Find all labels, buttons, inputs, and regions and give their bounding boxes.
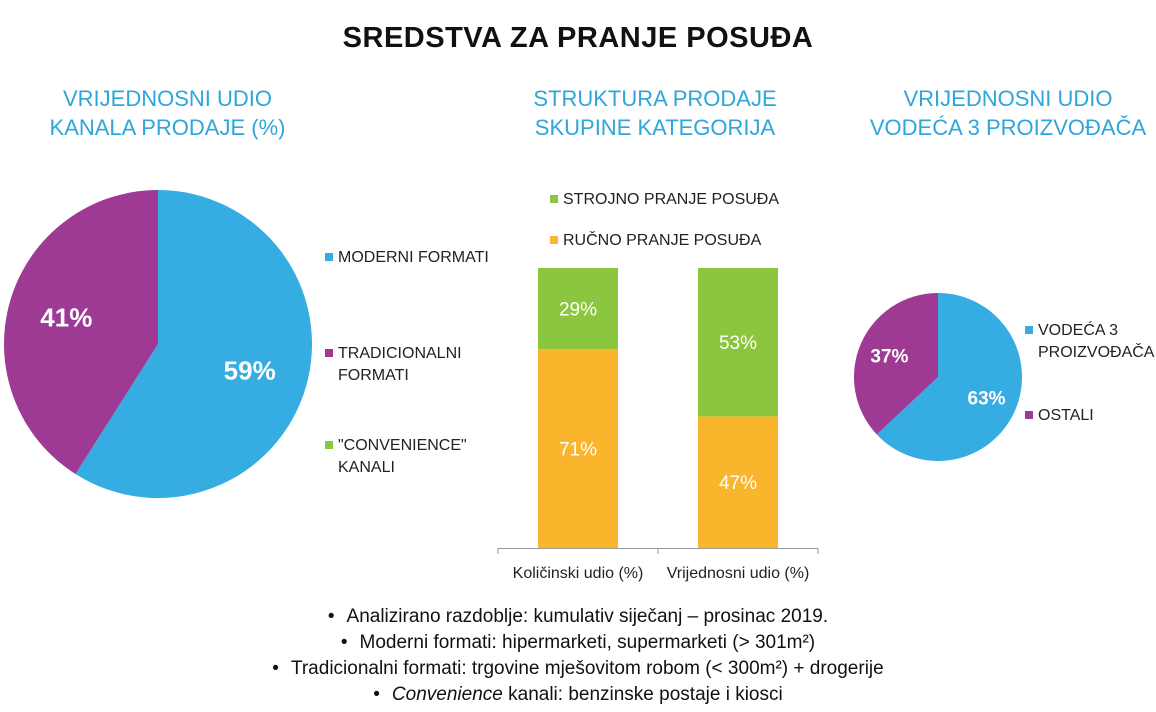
pie-channel-legend-label: "CONVENIENCE" [338,437,467,454]
pie-channel-slice [4,189,158,475]
bar-legend-label: STROJNO PRANJE POSUĐA [563,191,779,208]
chart-title-line: VRIJEDNOSNI UDIO [903,86,1113,111]
chart-title-top3-share: VRIJEDNOSNI UDIO VODEĆA 3 PROIZVOĐAČA [860,84,1156,142]
footnote-text: kanali: benzinske postaje i kiosci [502,684,783,705]
chart-title-line: VRIJEDNOSNI UDIO [62,86,273,111]
category-label: Vrijednosni udio (%) [667,565,810,582]
bar-segment-label: 53% [719,333,757,354]
footnote-text: Analizirano razdoblje: kumulativ siječan… [346,606,829,627]
chart-title-line: SKUPINE KATEGORIJA [534,115,776,140]
bar-legend-swatch [550,195,558,203]
pie-producers-slice [876,293,1023,462]
chart-title-line: VODEĆA 3 PROIZVOĐAČA [869,115,1147,140]
bar-segment [698,416,778,548]
footnote-text: Tradicionalni formati: trgovine mješovit… [290,658,884,679]
chart-title-line: KANALA PRODAJE (%) [49,115,286,140]
charts-canvas: 59% 41% MODERNI FORMATI TRADICIONALNI FORMAT… [4,189,1155,582]
pie-channel-slice-label: 41% [40,302,92,332]
bar-segment [698,268,778,417]
pie-producers-legend-swatch [1025,326,1033,334]
pie-channel-legend-label: FORMATI [338,367,409,384]
pie-producers-slice [854,293,938,435]
pie-producers-legend-label: VODEĆA 3 [1038,320,1118,339]
pie-producers-legend-swatch [1025,411,1033,419]
bullet-icon: • [373,684,380,705]
footnotes: • Analizirano razdoblje: kumulativ siječa… [0,604,1156,708]
bullet-icon: • [272,658,279,679]
pie-channel-slice [75,190,313,498]
bar-segment-label: 47% [719,473,757,494]
bar-segment [538,268,618,350]
footnote-item: • Convenience kanali: benzinske postaje i… [0,682,1156,708]
chart-title-channel-share: VRIJEDNOSNI UDIO KANALA PRODAJE (%) [0,84,335,142]
bullet-icon: • [340,632,348,653]
pie-channel-legend-swatch [325,441,333,449]
chart-title-sales-structure: STRUKTURA PRODAJE SKUPINE KATEGORIJA [490,84,820,142]
footnote-item: • Moderni formati: hipermarketi, supermar… [0,630,1156,656]
page-title: SREDSTVA ZA PRANJE POSUĐA [342,22,814,54]
pie-channel-legend-label: KANALI [338,459,395,476]
footnote-item: • Tradicionalni formati: trgovine mješovi… [0,656,1156,682]
bullet-icon: • [327,606,335,627]
pie-producers-legend-label: PROIZVOĐAČA [1038,342,1155,361]
pie-channel-legend-swatch [325,253,333,261]
bar-segment [538,349,618,548]
footnote-emphasis: Convenience [391,684,503,705]
bar-segment-label: 29% [559,300,597,321]
pie-producers-slice-label: 37% [870,347,908,368]
bar-legend-swatch [550,236,558,244]
footnote-item: • Analizirano razdoblje: kumulativ siječa… [0,604,1156,630]
category-label: Količinski udio (%) [513,565,644,582]
footnote-text: Moderni formati: hipermarketi, supermark… [359,632,816,653]
pie-channel-legend-label: TRADICIONALNI [338,345,462,362]
bar-legend-label: RUČNO PRANJE POSUĐA [563,230,762,249]
pie-channel-slice-label: 59% [224,356,276,386]
chart-title-line: STRUKTURA PRODAJE [533,86,777,111]
pie-producers-slice-label: 63% [968,389,1006,410]
pie-producers-legend-label: OSTALI [1038,407,1094,424]
bar-segment-label: 71% [559,440,597,461]
pie-channel-legend-swatch [325,349,333,357]
pie-channel-legend-label: MODERNI FORMATI [338,249,489,266]
